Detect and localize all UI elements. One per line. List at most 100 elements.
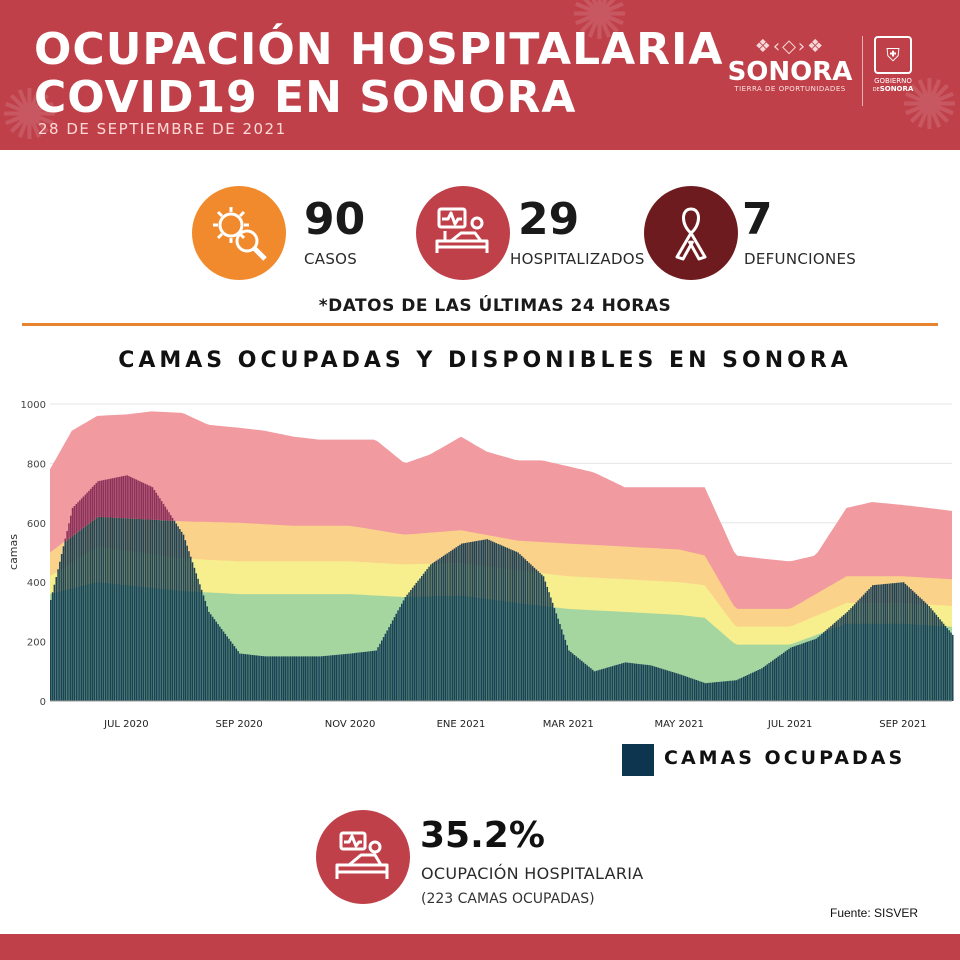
occupied-bar	[699, 681, 701, 701]
excess-bar	[139, 481, 141, 519]
excess-bar	[70, 515, 72, 538]
occupied-bar	[895, 582, 898, 701]
occupied-bar	[833, 622, 836, 701]
divider-rule	[22, 323, 938, 326]
excess-bar	[91, 486, 94, 521]
occupied-bar	[273, 656, 276, 701]
occupied-bar	[435, 560, 438, 701]
occupied-bar	[355, 652, 358, 701]
legend-label-occupied: CAMAS OCUPADAS	[664, 747, 906, 769]
government-logo-text: GOBIERNO DESONORA	[868, 77, 918, 93]
occupied-bar	[350, 653, 352, 701]
page-title-line-2: COVID19 EN SONORA	[34, 72, 577, 123]
logo-divider	[862, 36, 863, 106]
excess-bar	[104, 479, 107, 518]
occupied-bar	[391, 620, 394, 701]
occupied-bar	[688, 677, 690, 701]
occupied-bar	[353, 653, 356, 701]
occupied-bar	[421, 576, 423, 701]
occupied-bar	[824, 630, 827, 701]
occupied-bar	[581, 660, 583, 701]
occupied-bar	[617, 664, 619, 701]
excess-bar	[140, 482, 143, 520]
occupied-bar	[155, 519, 158, 701]
occupied-bar	[655, 667, 658, 701]
occupied-bar	[642, 664, 645, 701]
occupied-bar	[873, 585, 876, 701]
occupied-bar	[533, 567, 536, 701]
occupied-bar	[195, 573, 198, 701]
occupied-bar	[626, 662, 629, 701]
occupied-bar	[104, 517, 107, 701]
occupied-bar	[750, 673, 752, 701]
occupied-bar	[286, 656, 288, 701]
occupied-bar	[697, 680, 699, 701]
excess-bar	[88, 490, 90, 524]
occupied-bar	[839, 618, 841, 701]
occupied-bar	[937, 617, 940, 701]
occupied-bar	[844, 613, 847, 701]
deaths-value: 7	[742, 194, 773, 245]
occupied-bar	[395, 613, 398, 701]
occupied-bar	[321, 656, 323, 701]
excess-bar	[142, 482, 145, 520]
occupied-bar	[482, 539, 485, 701]
deaths-circle	[644, 186, 738, 280]
occupied-bar	[70, 537, 72, 701]
occupied-bar	[786, 650, 789, 701]
x-tick-label: JUL 2021	[767, 719, 812, 730]
occupied-bar	[537, 571, 539, 701]
occupied-bar	[595, 670, 598, 701]
y-tick-label: 600	[27, 519, 46, 530]
occupied-bar	[173, 520, 176, 701]
occupied-bar	[524, 559, 527, 701]
cases-label: CASOS	[304, 250, 358, 268]
sonora-glyphs-icon: ❖‹◇›❖	[754, 36, 826, 57]
excess-bar	[64, 538, 67, 542]
occupied-bar	[764, 665, 767, 701]
excess-bar	[146, 484, 148, 520]
hospital-bed-icon	[435, 207, 489, 253]
cases-value: 90	[304, 194, 366, 245]
occupied-bar	[888, 583, 890, 701]
occupied-bar	[942, 623, 945, 701]
occupied-bar	[561, 629, 563, 701]
excess-bar	[111, 478, 114, 518]
excess-bar	[110, 478, 112, 518]
occupied-bar	[506, 547, 509, 701]
occupied-bar	[484, 539, 487, 701]
occupied-bar	[73, 534, 76, 701]
occupied-bar	[488, 539, 490, 701]
excess-bar	[117, 477, 119, 518]
occupied-bar	[884, 583, 887, 701]
occupied-bar	[344, 654, 347, 701]
occupied-bar	[124, 518, 127, 701]
occupied-bar	[912, 590, 914, 701]
occupied-bar	[51, 592, 54, 701]
occupied-bar	[53, 584, 56, 701]
occupied-bar	[240, 653, 243, 701]
occupied-bar	[768, 663, 770, 701]
occupied-bar	[424, 571, 427, 701]
occupied-bar	[668, 670, 670, 701]
occupied-bar	[664, 669, 667, 701]
occupied-bar	[615, 665, 618, 701]
occupied-bar	[930, 608, 932, 701]
occupied-bar	[746, 675, 749, 701]
occupied-bar	[737, 679, 739, 701]
occupied-bar	[519, 554, 521, 701]
ribbon-icon	[675, 207, 707, 261]
occupied-bar	[848, 610, 850, 701]
occupied-bar	[715, 682, 718, 701]
occupied-bar	[671, 672, 674, 701]
occupied-bar	[246, 654, 248, 701]
occupied-bar	[117, 517, 119, 701]
occupied-bar	[562, 634, 565, 701]
occupied-bar	[397, 610, 399, 701]
occupied-bar	[773, 659, 776, 701]
y-tick-label: 200	[27, 638, 46, 649]
occupied-bar	[493, 542, 496, 701]
occupied-bar	[922, 600, 925, 701]
occupied-bar	[220, 629, 223, 701]
occupied-bar	[639, 664, 641, 701]
